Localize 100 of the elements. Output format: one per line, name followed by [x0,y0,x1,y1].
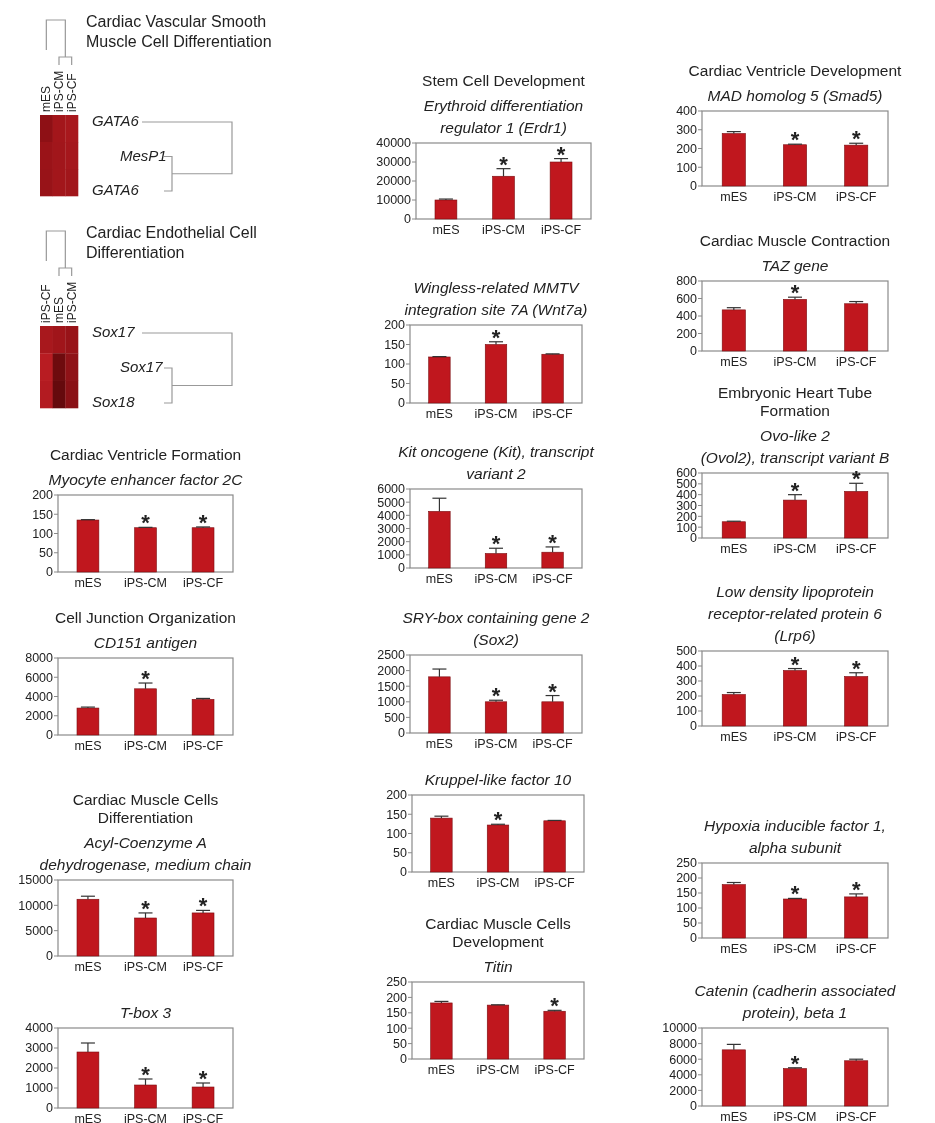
bar [541,551,564,569]
chart-title: Cardiac Muscle Contraction [699,232,891,249]
bar [428,511,451,569]
y-tick-label: 150 [386,807,408,822]
x-tick-label: iPS-CM [481,223,526,237]
x-tick-label: iPS-CM [474,407,518,421]
x-tick-label: iPS-CF [182,739,224,753]
bar [783,299,807,352]
category-label: iPS-CM [52,70,66,112]
y-tick-label: 5000 [25,924,54,939]
y-tick-label: 2000 [25,709,54,724]
y-tick-label: 8000 [25,651,54,666]
y-tick-label: 50 [39,546,54,561]
y-tick-label: 250 [676,856,698,871]
y-tick-label: 400 [676,309,698,324]
bar [76,707,100,736]
y-tick-label: 2000 [669,1083,698,1098]
y-tick-label: 2000 [377,535,406,550]
y-tick-label: 0 [46,949,54,964]
text: Cardiac Endothelial Cell Differentiation [86,224,257,261]
y-tick-label: 2500 [377,648,406,663]
y-tick-label: 4000 [669,1068,698,1083]
x-tick-label: iPS-CM [476,876,520,890]
y-tick-label: 100 [386,1021,408,1036]
x-tick-label: iPS-CF [532,572,574,586]
x-tick-label: mES [720,190,748,204]
x-tick-label: mES [427,1063,455,1077]
x-tick-label: mES [74,960,102,974]
category-label: Sox17 [120,358,163,376]
y-tick-label: 6000 [377,482,406,497]
bar [134,688,157,736]
y-tick-label: 0 [690,179,698,194]
chart-subtitle: Acyl-Coenzyme A dehydrogenase, medium chain [39,834,252,873]
y-tick-label: 200 [32,488,54,503]
category-label: Sox17 [92,323,135,341]
bar [844,896,869,939]
annotation: * [198,893,208,919]
x-tick-label: iPS-CF [836,355,877,369]
y-tick-label: 3000 [377,521,406,536]
x-tick-label: mES [720,355,748,369]
y-tick-label: 0 [398,561,406,576]
y-tick-label: 1000 [377,695,406,710]
y-tick-label: 0 [400,865,408,880]
annotation: * [499,151,509,177]
y-tick-label: 200 [676,871,698,886]
y-tick-label: 400 [676,104,698,119]
chart-subtitle: Wingless-related MMTV integration site 7A (Wnt7a) [404,279,588,318]
bar [486,1004,510,1060]
annotation: * [790,280,800,306]
chart-title: Stem Cell Development [422,72,586,89]
y-tick-label: 0 [690,531,698,546]
y-tick-label: 10000 [376,193,412,208]
annotation: * [198,509,208,535]
bar [486,824,510,873]
y-tick-label: 800 [676,274,698,289]
bar [191,912,215,957]
bar [134,1084,157,1109]
chart-subtitle: Ovo-like 2 (Ovol2), transcript variant B [700,427,890,466]
bar [721,521,746,539]
bar [783,898,807,939]
bar [783,1068,807,1107]
y-tick-label: 0 [690,344,698,359]
category-label: mES [52,296,66,323]
annotation: * [790,1050,800,1076]
y-tick-label: 5000 [377,495,406,510]
annotation: * [491,683,501,709]
bar [721,1049,746,1107]
annotation: * [790,477,800,503]
x-tick-label: iPS-CM [773,730,817,744]
y-tick-label: 300 [676,123,698,138]
x-tick-label: mES [425,572,453,586]
x-tick-label: iPS-CM [474,572,518,586]
chart-title: Cardiac Muscle Cells Development [425,915,572,950]
annotation: * [851,466,861,492]
x-tick-label: iPS-CF [182,960,224,974]
x-tick-label: iPS-CF [836,730,877,744]
bar [783,144,807,187]
y-tick-label: 0 [46,1101,54,1116]
y-tick-label: 2000 [25,1061,54,1076]
y-tick-label: 100 [676,160,698,175]
category-label: iPS-CF [39,284,54,323]
y-tick-label: 250 [386,975,408,990]
y-tick-label: 30000 [376,155,412,170]
y-tick-label: 4000 [377,508,406,523]
y-tick-label: 6000 [669,1052,698,1067]
y-tick-label: 150 [676,886,698,901]
category-label: GATA6 [92,112,139,130]
bar [844,676,869,727]
annotation: * [141,1062,151,1087]
bar [191,1086,215,1109]
y-tick-label: 1000 [25,1081,54,1096]
bar [543,1010,566,1060]
bar [134,917,157,957]
x-tick-label: iPS-CF [532,407,574,421]
bar [484,344,508,404]
annotation: * [548,678,558,704]
bar [783,670,807,727]
y-tick-label: 150 [32,507,54,522]
annotation: * [790,881,800,907]
x-tick-label: iPS-CM [123,1112,168,1123]
